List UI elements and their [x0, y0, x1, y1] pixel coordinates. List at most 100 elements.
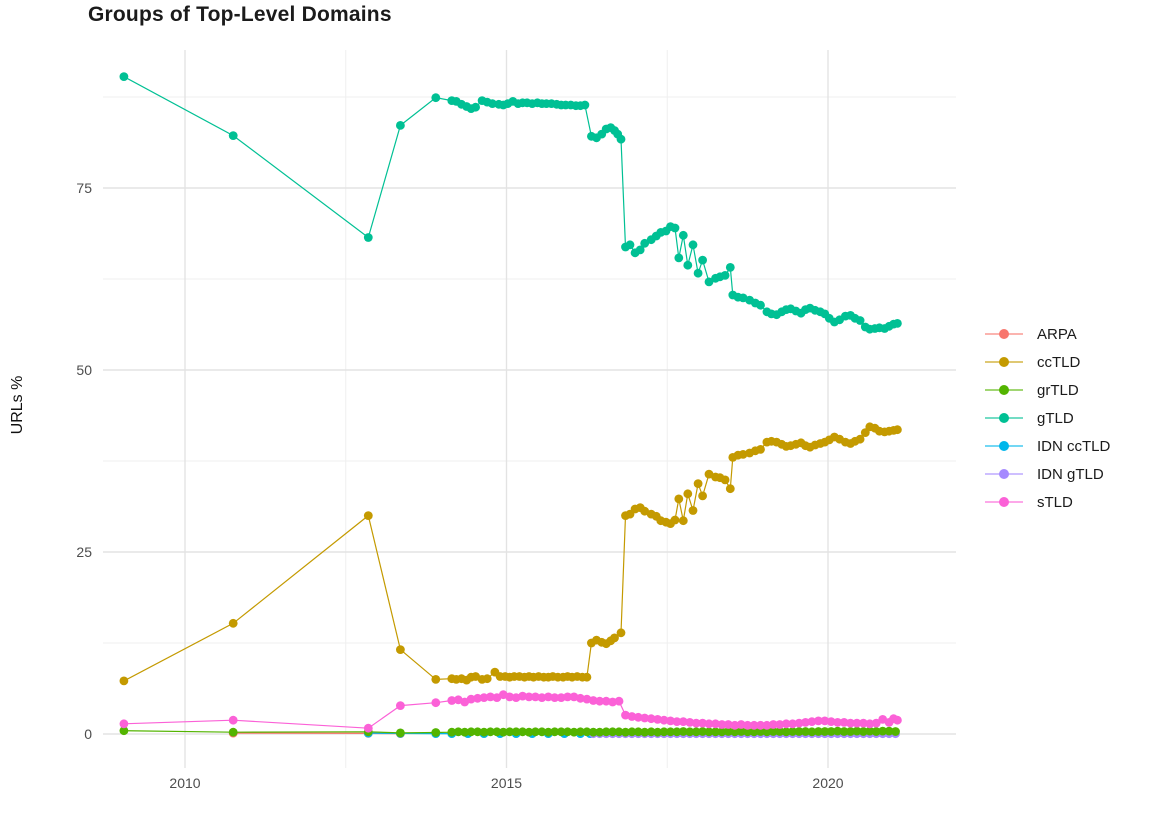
data-point-grtld — [762, 727, 772, 737]
legend-item-idn-cctld: IDN ccTLD — [985, 432, 1110, 460]
data-point-stld — [807, 717, 817, 726]
data-point-stld — [614, 696, 624, 706]
data-point-stld — [447, 696, 457, 705]
data-point-grtld — [685, 727, 695, 737]
data-point-cctld — [610, 633, 619, 643]
data-point-grtld — [646, 727, 656, 737]
x-tick-label: 2020 — [812, 775, 843, 791]
data-point-stld — [473, 693, 482, 703]
data-point-grtld — [859, 727, 868, 736]
data-point-grtld — [775, 727, 785, 736]
data-point-grtld — [865, 726, 875, 736]
data-point-stld — [505, 692, 515, 702]
data-point-grtld — [479, 727, 489, 737]
data-point-grtld — [743, 727, 752, 737]
data-point-gtld — [471, 102, 480, 112]
data-point-grtld — [608, 727, 617, 737]
data-point-grtld — [531, 727, 540, 737]
data-point-grtld — [723, 727, 733, 736]
legend-key-icon — [985, 383, 1023, 397]
data-point-grtld — [524, 727, 534, 737]
data-point-stld — [627, 712, 637, 721]
data-point-grtld — [492, 727, 502, 737]
data-point-grtld — [878, 726, 888, 736]
data-point-stld — [653, 715, 662, 724]
data-point-cctld — [688, 506, 698, 515]
data-point-gtld — [396, 121, 405, 130]
data-point-cctld — [670, 515, 680, 525]
data-point-gtld — [720, 271, 730, 280]
data-point-stld — [871, 718, 881, 728]
data-point-grtld — [511, 727, 521, 737]
data-point-stld — [119, 719, 129, 729]
data-point-cctld — [725, 484, 735, 494]
data-point-grtld — [588, 727, 598, 737]
data-point-gtld — [674, 253, 684, 263]
data-point-cctld — [119, 676, 129, 686]
data-point-stld — [576, 693, 585, 703]
data-point-cctld — [396, 645, 405, 654]
data-point-stld — [608, 697, 617, 707]
data-point-grtld — [621, 727, 630, 737]
data-point-stld — [479, 693, 489, 702]
data-point-stld — [801, 718, 810, 727]
data-point-stld — [543, 692, 553, 702]
data-point-stld — [396, 701, 405, 710]
data-point-stld — [717, 720, 727, 729]
data-point-gtld — [119, 72, 129, 81]
data-point-grtld — [228, 727, 238, 737]
data-point-grtld — [466, 727, 476, 737]
x-tick-label: 2010 — [169, 775, 200, 791]
legend-key-icon — [985, 327, 1023, 341]
data-point-grtld — [119, 726, 129, 736]
legend-label: gTLD — [1037, 409, 1074, 427]
series-stld — [119, 690, 902, 733]
data-point-stld — [762, 720, 772, 730]
data-point-stld — [723, 720, 733, 729]
data-point-stld — [537, 693, 547, 702]
data-point-grtld — [884, 726, 894, 736]
data-point-grtld — [396, 728, 405, 738]
data-point-grtld — [794, 727, 804, 736]
data-point-cctld — [720, 475, 730, 485]
gridlines-major — [103, 50, 956, 768]
data-point-grtld — [601, 727, 611, 737]
data-point-stld — [859, 718, 868, 728]
data-point-grtld — [627, 727, 637, 737]
data-point-stld — [601, 696, 611, 706]
data-point-grtld — [550, 727, 560, 737]
legend-key-icon — [985, 495, 1023, 509]
data-point-stld — [749, 720, 759, 730]
data-point-stld — [820, 716, 830, 726]
data-point-cctld — [228, 618, 238, 628]
data-point-grtld — [556, 727, 566, 737]
data-point-cctld — [893, 425, 902, 435]
data-point-stld — [228, 715, 238, 725]
data-point-cctld — [756, 445, 765, 454]
data-point-gtld — [893, 319, 902, 328]
data-point-grtld — [891, 727, 900, 736]
data-point-grtld — [814, 727, 823, 736]
legend-label: ccTLD — [1037, 353, 1081, 371]
data-point-grtld — [473, 727, 482, 737]
data-point-gtld — [725, 263, 735, 272]
legend-dot-swatch — [999, 385, 1009, 395]
data-point-gtld — [363, 233, 373, 242]
legend-item-stld: sTLD — [985, 488, 1110, 516]
data-point-stld — [781, 719, 791, 729]
data-point-gtld — [616, 134, 626, 144]
axis-tick-labels: 0 25 50 75 2010 2015 2020 — [76, 180, 843, 791]
y-tick-label: 75 — [76, 180, 92, 196]
data-point-stld — [768, 720, 778, 729]
data-point-grtld — [871, 727, 881, 736]
legend-label: IDN ccTLD — [1037, 437, 1111, 455]
data-point-gtld — [431, 93, 441, 103]
data-point-grtld — [717, 727, 727, 737]
legend-dot-swatch — [999, 469, 1009, 479]
data-point-gtld — [228, 131, 238, 141]
series-layer — [119, 72, 902, 739]
legend-dot-swatch — [999, 413, 1009, 423]
data-point-grtld — [659, 727, 669, 737]
data-point-grtld — [801, 727, 810, 736]
